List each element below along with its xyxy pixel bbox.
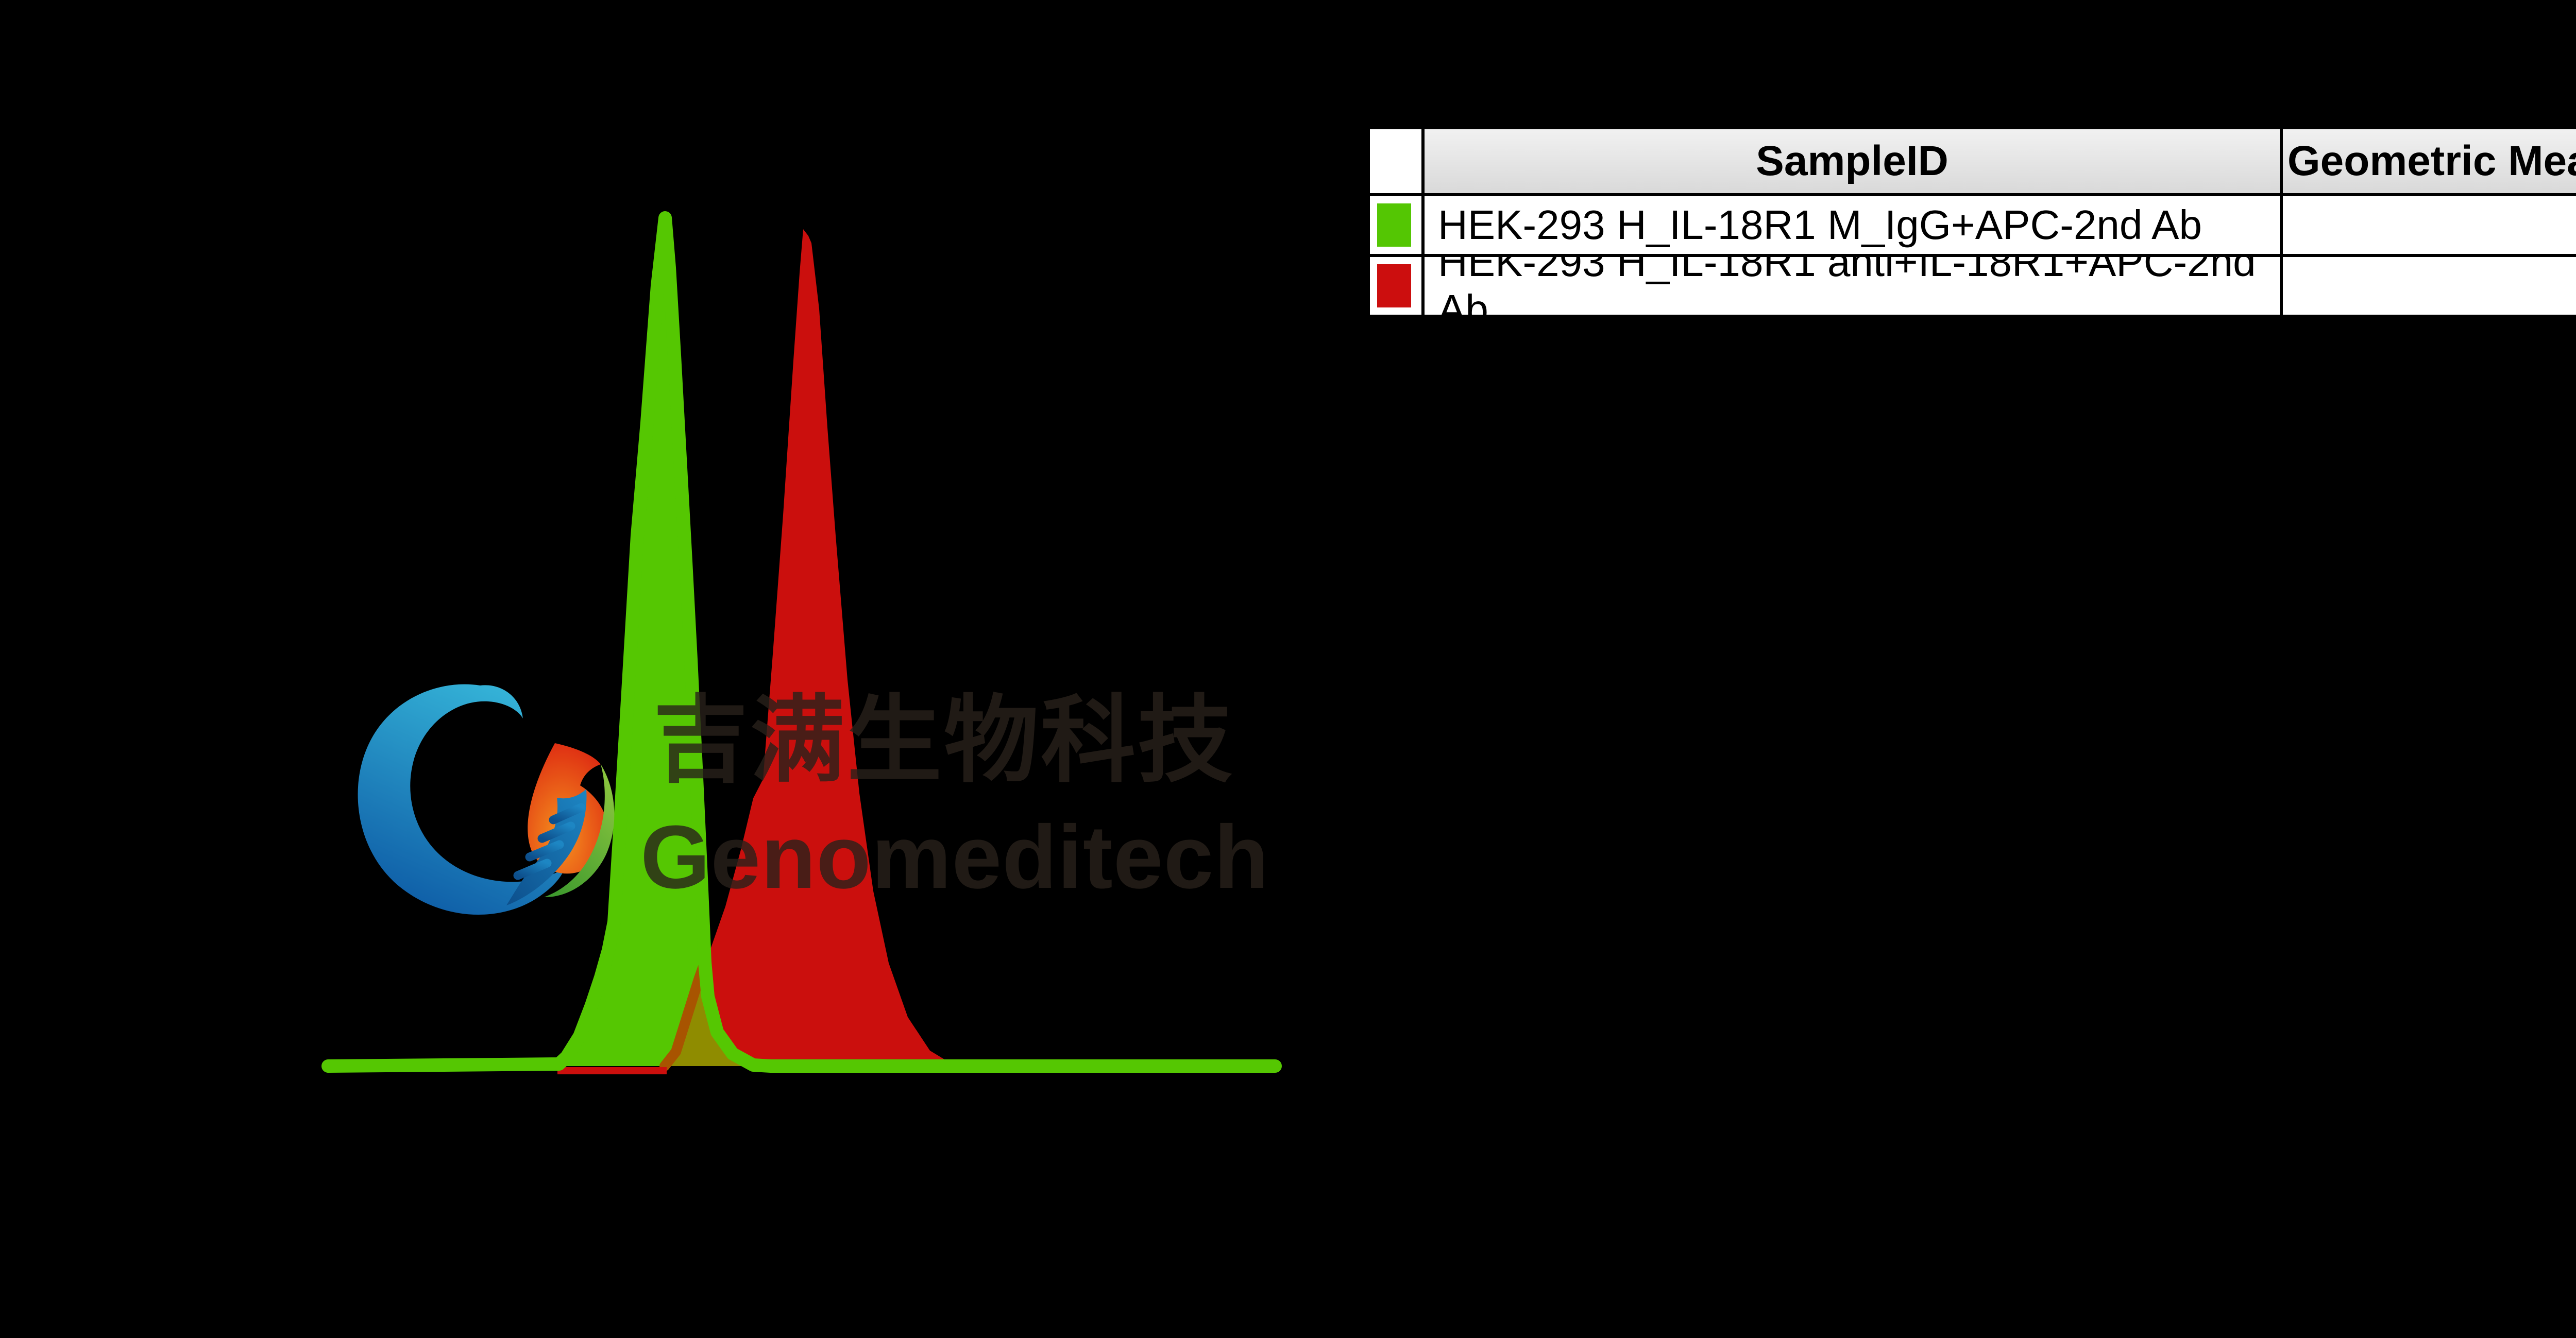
legend-row-1-sample-id: HEK-293 H_IL-18R1 M_IgG+APC-2nd Ab	[1425, 196, 2280, 254]
legend-row-2-swatch-cell	[1370, 257, 1421, 315]
red-histogram-fill	[665, 229, 958, 1066]
legend-header-sampleid: SampleID	[1425, 129, 2280, 193]
green-series-swatch	[1377, 203, 1411, 247]
legend-header-corner-cell	[1370, 129, 1421, 193]
green-histogram-outline	[321, 211, 1282, 1073]
legend-table: SampleID Geometric Mean : RL1-H HEK-293 …	[1366, 125, 2576, 319]
genomeditech-logo	[358, 684, 615, 915]
red-series-swatch	[1377, 264, 1411, 307]
watermark-latin-text: Genomeditech	[640, 807, 1269, 907]
logo-blue-crescent-icon	[358, 684, 565, 915]
histogram-overlap-region	[665, 962, 771, 1066]
logo-green-leaf-icon	[544, 764, 615, 898]
legend-row-1-geometric-mean: 121	[2283, 196, 2576, 254]
legend-row-2-geometric-mean: 849	[2283, 257, 2576, 315]
legend-row-2-sample-id: HEK-293 H_IL-18R1 anti+IL-18R1+APC-2nd A…	[1425, 257, 2280, 315]
legend-row-1-swatch-cell	[1370, 196, 1421, 254]
red-histogram-baseline-segment	[557, 1067, 667, 1074]
watermark-chinese-text: 吉满生物科技	[653, 687, 1235, 793]
logo-dna-rungs-icon	[513, 803, 586, 880]
legend-header-geometric-mean: Geometric Mean : RL1-H	[2283, 129, 2576, 193]
